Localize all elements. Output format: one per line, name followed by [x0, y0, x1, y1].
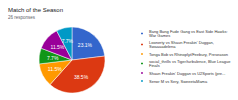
svg-text:Tonga Bob vs Rhinoplyt/Feebury: Tonga Bob vs Rhinoplyt/Feebury, Preseaso…: [149, 52, 228, 57]
svg-text:38.5%: 38.5%: [74, 74, 89, 80]
svg-text:War Games: War Games: [149, 33, 170, 38]
svg-text:26 responses: 26 responses: [8, 15, 36, 20]
svg-text:Senor M vs Sery, SweeetaMama: Senor M vs Sery, SweeetaMama: [149, 79, 208, 84]
svg-text:23.1%: 23.1%: [78, 42, 93, 48]
svg-text:Bang Bang Fude Gang vs East Si: Bang Bang Fude Gang vs East Side Hawks:: [149, 28, 229, 34]
svg-text:social_thrills vs Tiger/turbul: social_thrills vs Tiger/turbulence, Blue…: [149, 59, 232, 64]
svg-text:Shaun Freakin' Duggan vs U2Spo: Shaun Freakin' Duggan vs U2Sports (pre..…: [149, 71, 225, 76]
svg-text:Match of the Season: Match of the Season: [8, 7, 63, 13]
svg-text:11.5%: 11.5%: [48, 66, 62, 72]
svg-text:Finals: Finals: [149, 63, 160, 68]
svg-text:11.5%: 11.5%: [51, 44, 65, 50]
svg-text:Swaaaadelena: Swaaaadelena: [149, 44, 176, 49]
svg-text:Loonerty vs Shaun Freakin' Dug: Loonerty vs Shaun Freakin' Duggan,: [149, 39, 215, 45]
svg-text:7.7%: 7.7%: [47, 55, 59, 61]
svg-text:7.7%: 7.7%: [62, 38, 74, 44]
